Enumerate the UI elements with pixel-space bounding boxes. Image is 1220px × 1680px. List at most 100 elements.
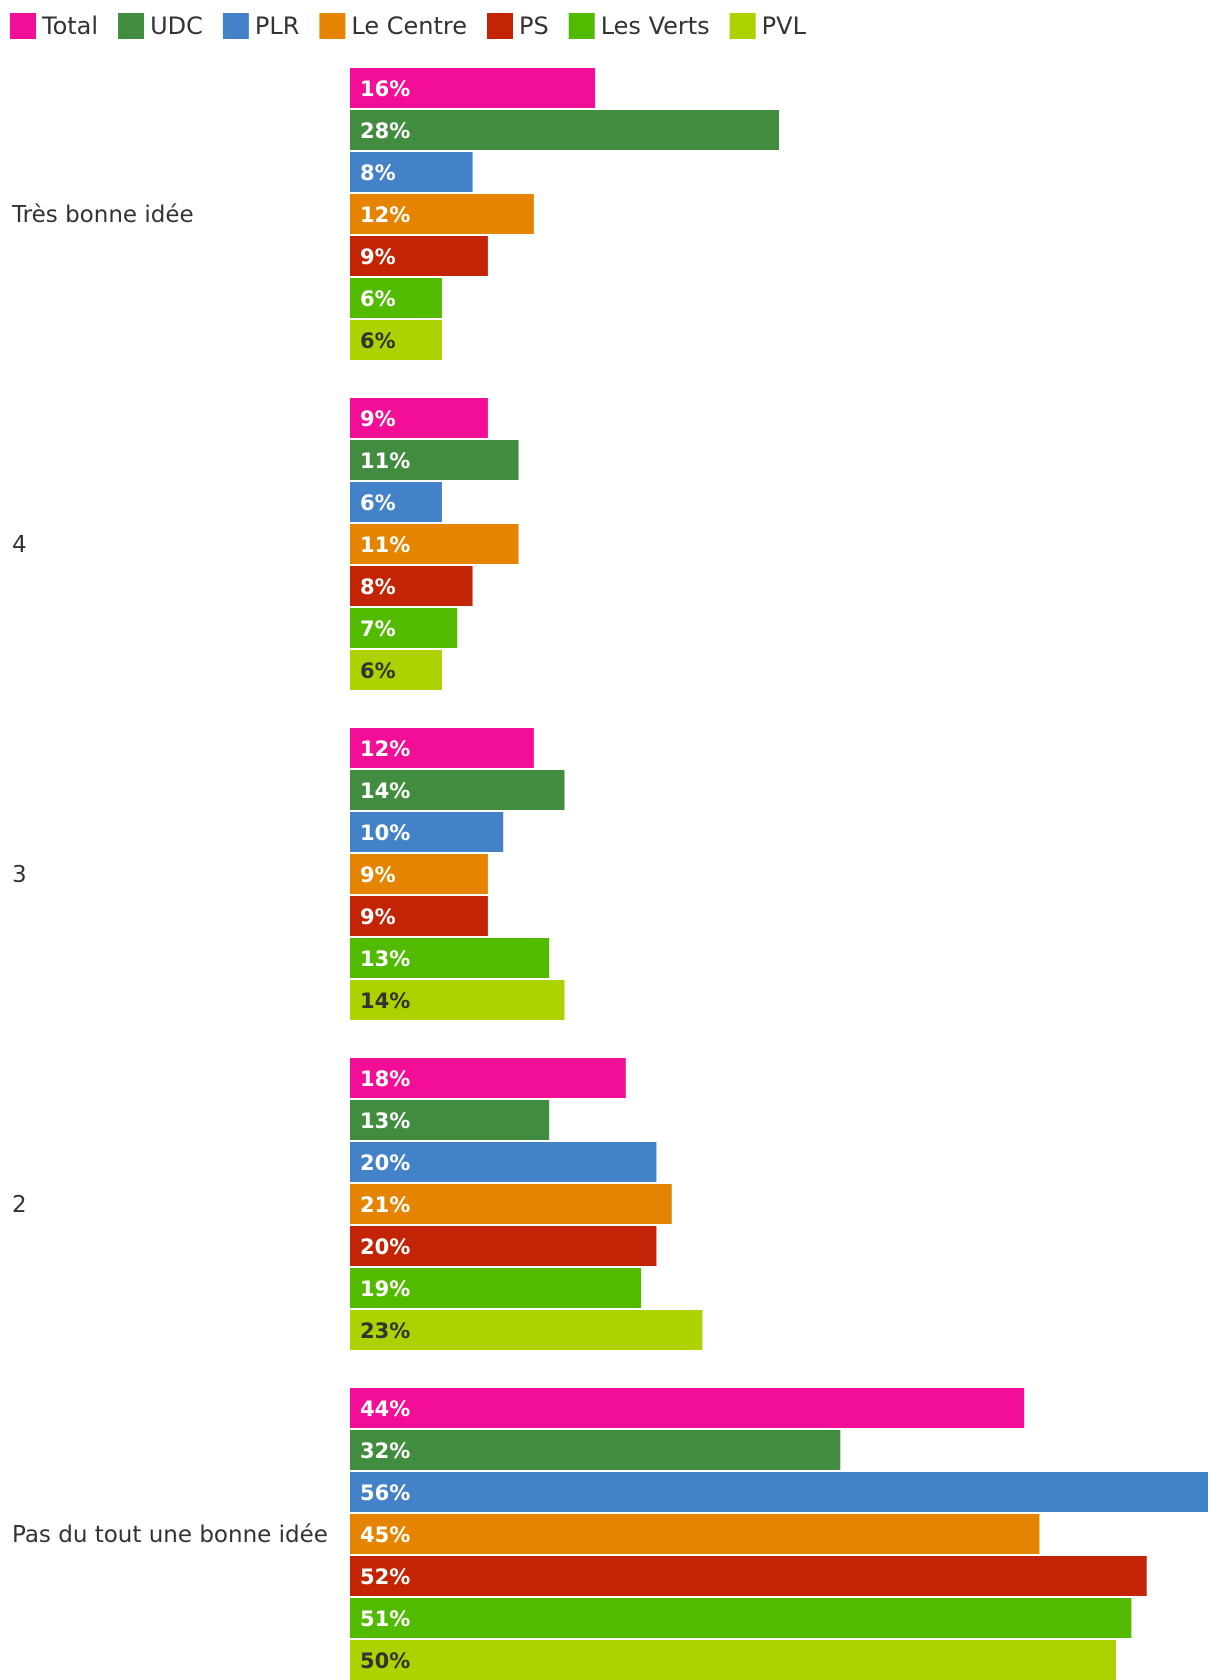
bar-value-label: 8% (360, 575, 396, 599)
bar-udc-tres-bonne-idee: 28% (350, 110, 779, 150)
bar-le-centre-tres-bonne-idee: 12% (350, 194, 534, 234)
bar-value-label: 13% (360, 1109, 410, 1133)
bar-rect (350, 1556, 1147, 1596)
legend-item-ps[interactable]: PS (487, 12, 549, 40)
bar-rect (350, 194, 534, 234)
bar-rect (350, 1640, 1117, 1680)
bar-le-centre-3: 9% (350, 854, 488, 894)
bar-rect (350, 110, 779, 150)
category-labels: Très bonne idée 4 3 2 Pas du tout une bonne … (11, 202, 328, 1548)
bar-value-label: 11% (360, 533, 410, 557)
bar-total-4: 9% (350, 398, 488, 438)
bar-les-verts-2: 19% (350, 1268, 642, 1308)
bar-value-label: 11% (360, 449, 410, 473)
bar-rect (350, 566, 473, 606)
bar-value-label: 6% (360, 287, 396, 311)
category-label-3: 3 (12, 862, 27, 888)
bar-udc-pas-du-tout-une-bonne-idee: 32% (350, 1430, 841, 1470)
bar-rect (350, 938, 550, 978)
legend-swatch (222, 13, 249, 39)
bar-les-verts-pas-du-tout-une-bonne-idee: 51% (350, 1598, 1132, 1638)
bar-value-label: 20% (360, 1235, 410, 1259)
legend-item-plr[interactable]: PLR (222, 12, 300, 40)
bar-value-label: 12% (360, 737, 410, 761)
bar-udc-3: 14% (350, 770, 565, 810)
bar-value-label: 23% (360, 1319, 410, 1343)
bar-ps-pas-du-tout-une-bonne-idee: 52% (350, 1556, 1147, 1596)
bar-value-label: 51% (360, 1607, 410, 1631)
bar-pvl-pas-du-tout-une-bonne-idee: 50% (350, 1640, 1117, 1680)
legend-label: PVL (762, 12, 807, 40)
bar-value-label: 50% (360, 1649, 410, 1673)
bar-value-label: 12% (360, 203, 410, 227)
bar-value-label: 8% (360, 161, 396, 185)
bar-value-label: 9% (360, 863, 396, 887)
bar-plr-2: 20% (350, 1142, 657, 1182)
legend-item-le-centre[interactable]: Le Centre (319, 12, 467, 40)
bar-total-3: 12% (350, 728, 534, 768)
bar-rect (350, 1472, 1208, 1512)
bar-rect (350, 1058, 626, 1098)
bar-les-verts-3: 13% (350, 938, 550, 978)
legend-label: Total (41, 12, 98, 40)
bar-value-label: 7% (360, 617, 396, 641)
bar-rect (350, 650, 442, 690)
bar-rect (350, 896, 488, 936)
bar-value-label: 13% (360, 947, 410, 971)
bar-value-label: 19% (360, 1277, 410, 1301)
bar-value-label: 10% (360, 821, 410, 845)
bar-plr-tres-bonne-idee: 8% (350, 152, 473, 192)
bar-value-label: 28% (360, 119, 410, 143)
legend-item-pvl[interactable]: PVL (729, 12, 807, 40)
category-label-4: 4 (12, 532, 27, 558)
bar-rect (350, 1310, 703, 1350)
bar-le-centre-2: 21% (350, 1184, 672, 1224)
bar-rect (350, 812, 504, 852)
legend-item-total[interactable]: Total (10, 12, 98, 40)
bar-pvl-tres-bonne-idee: 6% (350, 320, 442, 360)
bar-les-verts-4: 7% (350, 608, 458, 648)
bar-udc-4: 11% (350, 440, 519, 480)
bar-rect (350, 236, 488, 276)
bar-rect (350, 1268, 642, 1308)
bar-rect (350, 152, 473, 192)
bar-rect (350, 1184, 672, 1224)
bar-rect (350, 608, 458, 648)
legend-label: UDC (150, 12, 203, 40)
bar-total-2: 18% (350, 1058, 626, 1098)
bar-value-label: 16% (360, 77, 410, 101)
bar-value-label: 9% (360, 905, 396, 929)
bar-value-label: 56% (360, 1481, 410, 1505)
legend: Total UDC PLR Le Centre PS Les Verts PVL (10, 12, 807, 40)
bar-value-label: 32% (360, 1439, 410, 1463)
bar-pvl-2: 23% (350, 1310, 703, 1350)
bar-rect (350, 980, 565, 1020)
bar-le-centre-4: 11% (350, 524, 519, 564)
bar-value-label: 18% (360, 1067, 410, 1091)
bar-rect (350, 482, 442, 522)
bar-value-label: 14% (360, 779, 410, 803)
bar-value-label: 6% (360, 491, 396, 515)
bar-rect (350, 1430, 841, 1470)
legend-swatch (118, 13, 145, 39)
bar-rect (350, 68, 596, 108)
bar-plr-4: 6% (350, 482, 442, 522)
legend-label: PLR (255, 12, 300, 40)
legend-label: PS (519, 12, 549, 40)
legend-label: Le Centre (351, 12, 467, 40)
legend-item-les-verts[interactable]: Les Verts (568, 12, 710, 40)
legend-label: Les Verts (601, 12, 710, 40)
legend-swatch (729, 13, 756, 39)
bar-value-label: 6% (360, 329, 396, 353)
bar-value-label: 9% (360, 245, 396, 269)
legend-swatch (319, 13, 346, 39)
bar-rect (350, 728, 534, 768)
legend-item-udc[interactable]: UDC (118, 12, 203, 40)
category-label-tres-bonne-idee: Très bonne idée (11, 202, 194, 228)
legend-swatch (568, 13, 595, 39)
bar-rect (350, 440, 519, 480)
bar-rect (350, 1514, 1040, 1554)
bar-udc-2: 13% (350, 1100, 550, 1140)
bar-value-label: 6% (360, 659, 396, 683)
bar-value-label: 45% (360, 1523, 410, 1547)
